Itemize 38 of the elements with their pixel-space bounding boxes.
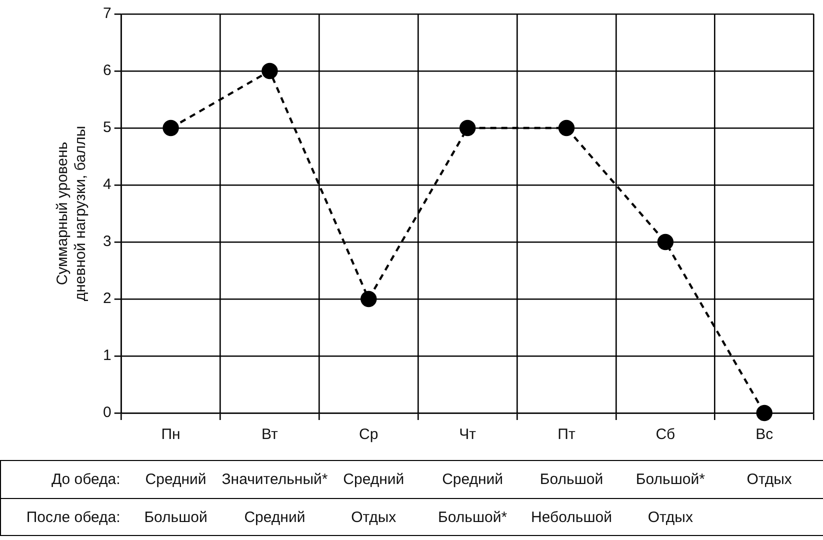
y-axis-title: Суммарный уровень дневной нагрузки, баллы — [54, 126, 90, 302]
y-tick-label: 4 — [103, 176, 112, 194]
y-tick-label: 5 — [103, 119, 112, 136]
point — [262, 62, 278, 80]
point — [162, 120, 179, 136]
x-tick-label: Чт — [459, 426, 476, 444]
y-tick-label: 1 — [103, 347, 112, 364]
text: Отдых — [746, 471, 792, 488]
text: Значительный* — [222, 471, 328, 488]
text: Отдых — [351, 509, 396, 526]
y-tick-label: 7 — [103, 5, 112, 22]
text: Большой* — [438, 509, 508, 526]
text: Отдых — [648, 509, 693, 526]
text: Средний — [244, 509, 306, 526]
text: Небольшой — [531, 509, 612, 526]
point — [558, 120, 575, 136]
text: Большой* — [636, 471, 705, 488]
x-tick-label: Пт — [558, 426, 576, 444]
x-tick-label: Сб — [656, 426, 676, 444]
x-tick-label: Ср — [359, 426, 378, 444]
y-tick-label: 6 — [103, 62, 112, 80]
text: После обеда: — [26, 509, 120, 526]
point — [756, 404, 772, 422]
point — [459, 120, 476, 136]
text: Средний — [343, 471, 404, 488]
point — [360, 290, 377, 308]
text: Средний — [145, 471, 206, 488]
y-tick-label: 2 — [103, 290, 112, 308]
y-tick-label: 0 — [103, 404, 112, 422]
x-tick-label: Пн — [161, 426, 180, 444]
text: Большой — [144, 509, 208, 526]
x-tick-label: Вс — [756, 426, 774, 444]
x-tick-label: Вт — [262, 426, 278, 444]
text: Большой — [540, 471, 604, 488]
text: Средний — [442, 471, 504, 488]
y-tick-label: 3 — [103, 233, 112, 250]
point — [657, 234, 674, 250]
text: До обеда: — [51, 471, 120, 488]
